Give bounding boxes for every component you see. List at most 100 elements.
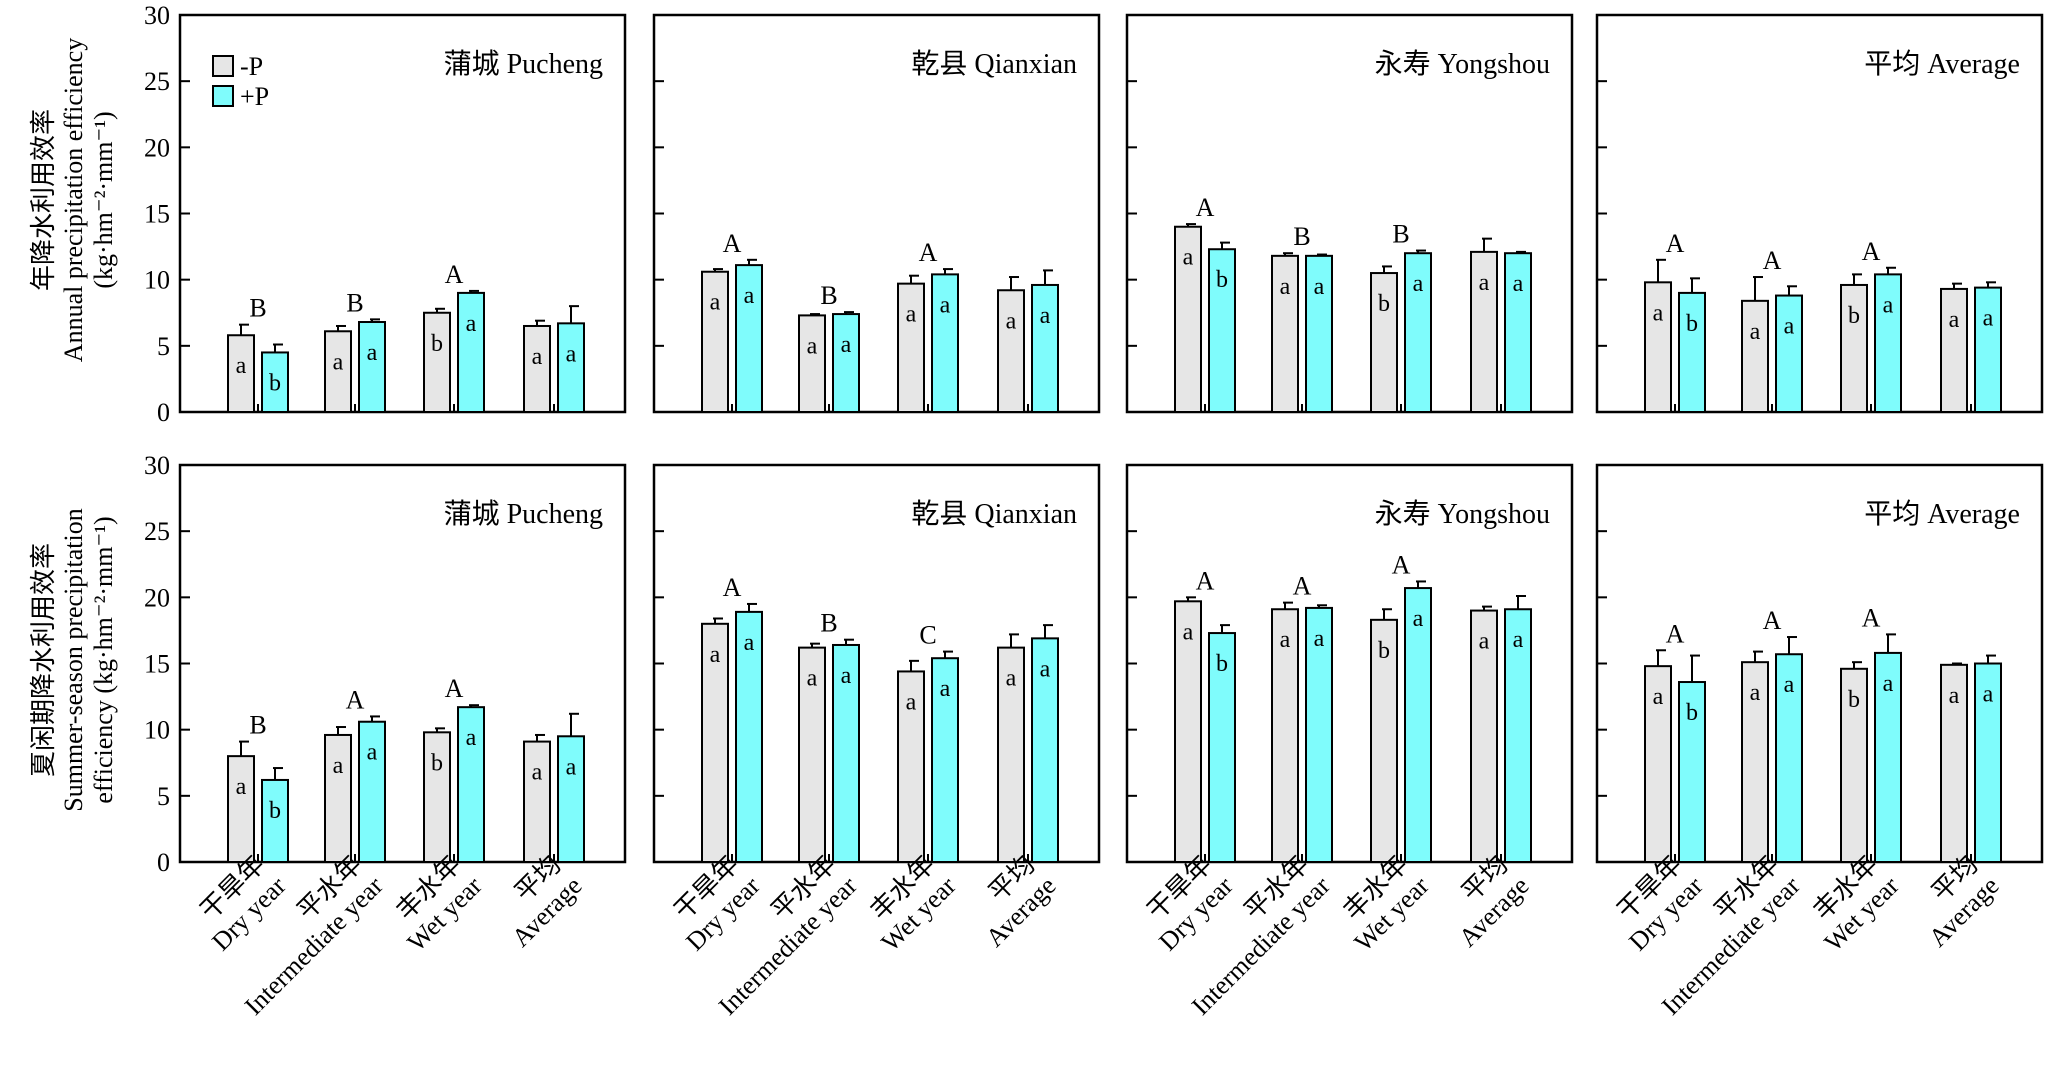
group-letter: A — [1862, 237, 1881, 266]
bar-letter: b — [1686, 311, 1698, 337]
bar-letter: a — [1653, 300, 1664, 326]
bar-letter: b — [269, 370, 281, 396]
bar-letter: a — [333, 349, 344, 375]
group-letter: A — [723, 573, 742, 602]
bar-letter: a — [744, 630, 755, 656]
bar-letter: b — [1216, 651, 1228, 677]
bar-letter: a — [1983, 306, 1994, 332]
bar-letter: a — [841, 332, 852, 358]
bar — [457, 291, 485, 413]
y-tick-label: 30 — [144, 451, 170, 480]
group-letter: A — [346, 685, 365, 714]
bar — [1840, 667, 1868, 863]
y-tick-label: 25 — [144, 517, 170, 546]
bar-letter: a — [807, 333, 818, 359]
y-tick-label: 10 — [144, 266, 170, 295]
bar-letter: a — [1314, 626, 1325, 652]
panel-title: 平均 Average — [1864, 48, 2020, 80]
bar-letter: b — [1848, 303, 1860, 329]
bar-letter: a — [236, 353, 247, 379]
bar — [1974, 286, 2002, 413]
bar-letter: b — [1848, 687, 1860, 713]
bar-letter: a — [1413, 606, 1424, 632]
panel-title: 蒲城 Pucheng — [444, 498, 603, 530]
bar — [1678, 681, 1706, 863]
bar — [1874, 273, 1902, 413]
bar-letter: a — [1883, 292, 1894, 318]
legend-label-minus-p: -P — [240, 52, 263, 81]
panel-title: 乾县 Qianxian — [911, 498, 1077, 530]
bar — [227, 334, 255, 414]
bar-letter: a — [1006, 308, 1017, 334]
bar — [227, 755, 255, 864]
y-tick-label: 15 — [144, 200, 170, 229]
bar-letter: a — [333, 753, 344, 779]
bar — [1370, 272, 1398, 413]
bar — [261, 351, 289, 414]
bar — [1404, 587, 1432, 863]
y-tick-label: 10 — [144, 716, 170, 745]
bar — [1370, 618, 1398, 864]
bar-letter: a — [1513, 271, 1524, 297]
bar-letter: a — [1784, 672, 1795, 698]
legend-swatch-minus-p — [212, 55, 234, 77]
bar-letter: a — [1513, 627, 1524, 653]
bar — [1271, 608, 1299, 864]
row-label-summer-zh: 夏闲期降水利用效率 — [29, 543, 58, 777]
bar — [1874, 651, 1902, 863]
bar — [997, 646, 1025, 863]
bar — [1840, 283, 1868, 413]
bar — [897, 282, 925, 413]
row-label-annual-zh: 年降水利用效率 — [29, 109, 58, 291]
bar — [1775, 653, 1803, 864]
bar-letter: a — [1653, 684, 1664, 710]
bar-letter: a — [566, 341, 577, 367]
bar-letter: a — [807, 666, 818, 692]
bar — [1470, 609, 1498, 863]
panel-title: 蒲城 Pucheng — [444, 48, 603, 80]
bar-letter: a — [906, 689, 917, 715]
row-label-summer-en: Summer-season precipitation — [59, 508, 88, 811]
group-letter: B — [249, 711, 266, 740]
group-letter: A — [919, 238, 938, 267]
bar-letter: a — [710, 642, 721, 668]
y-tick-label: 20 — [144, 583, 170, 612]
bar — [557, 735, 585, 863]
group-letter: A — [723, 229, 742, 258]
bar — [897, 670, 925, 863]
y-tick-label: 20 — [144, 133, 170, 162]
bar-letter: a — [1949, 307, 1960, 333]
bar-letter: a — [841, 663, 852, 689]
bar-letter: a — [466, 311, 477, 337]
group-letter: A — [1392, 550, 1411, 579]
row-label-summer-unit: efficiency (kg·hm⁻²·mm⁻¹) — [89, 516, 118, 803]
group-letter: A — [1763, 246, 1782, 275]
bar — [1940, 663, 1968, 863]
group-letter: C — [919, 621, 936, 650]
bar-letter: b — [431, 331, 443, 357]
bar-letter: a — [1750, 680, 1761, 706]
bar-letter: a — [940, 676, 951, 702]
group-letter: B — [1392, 220, 1409, 249]
bar — [1741, 661, 1769, 864]
bar-letter: a — [1183, 619, 1194, 645]
bar — [1775, 294, 1803, 413]
group-letter: A — [1763, 606, 1782, 635]
group-letter: A — [1666, 619, 1685, 648]
bar-letter: b — [1686, 700, 1698, 726]
bar — [1404, 252, 1432, 413]
group-letter: A — [1862, 603, 1881, 632]
bar-letter: a — [1983, 682, 1994, 708]
bar-letter: a — [940, 292, 951, 318]
bar — [1174, 225, 1202, 413]
bar — [701, 270, 729, 413]
